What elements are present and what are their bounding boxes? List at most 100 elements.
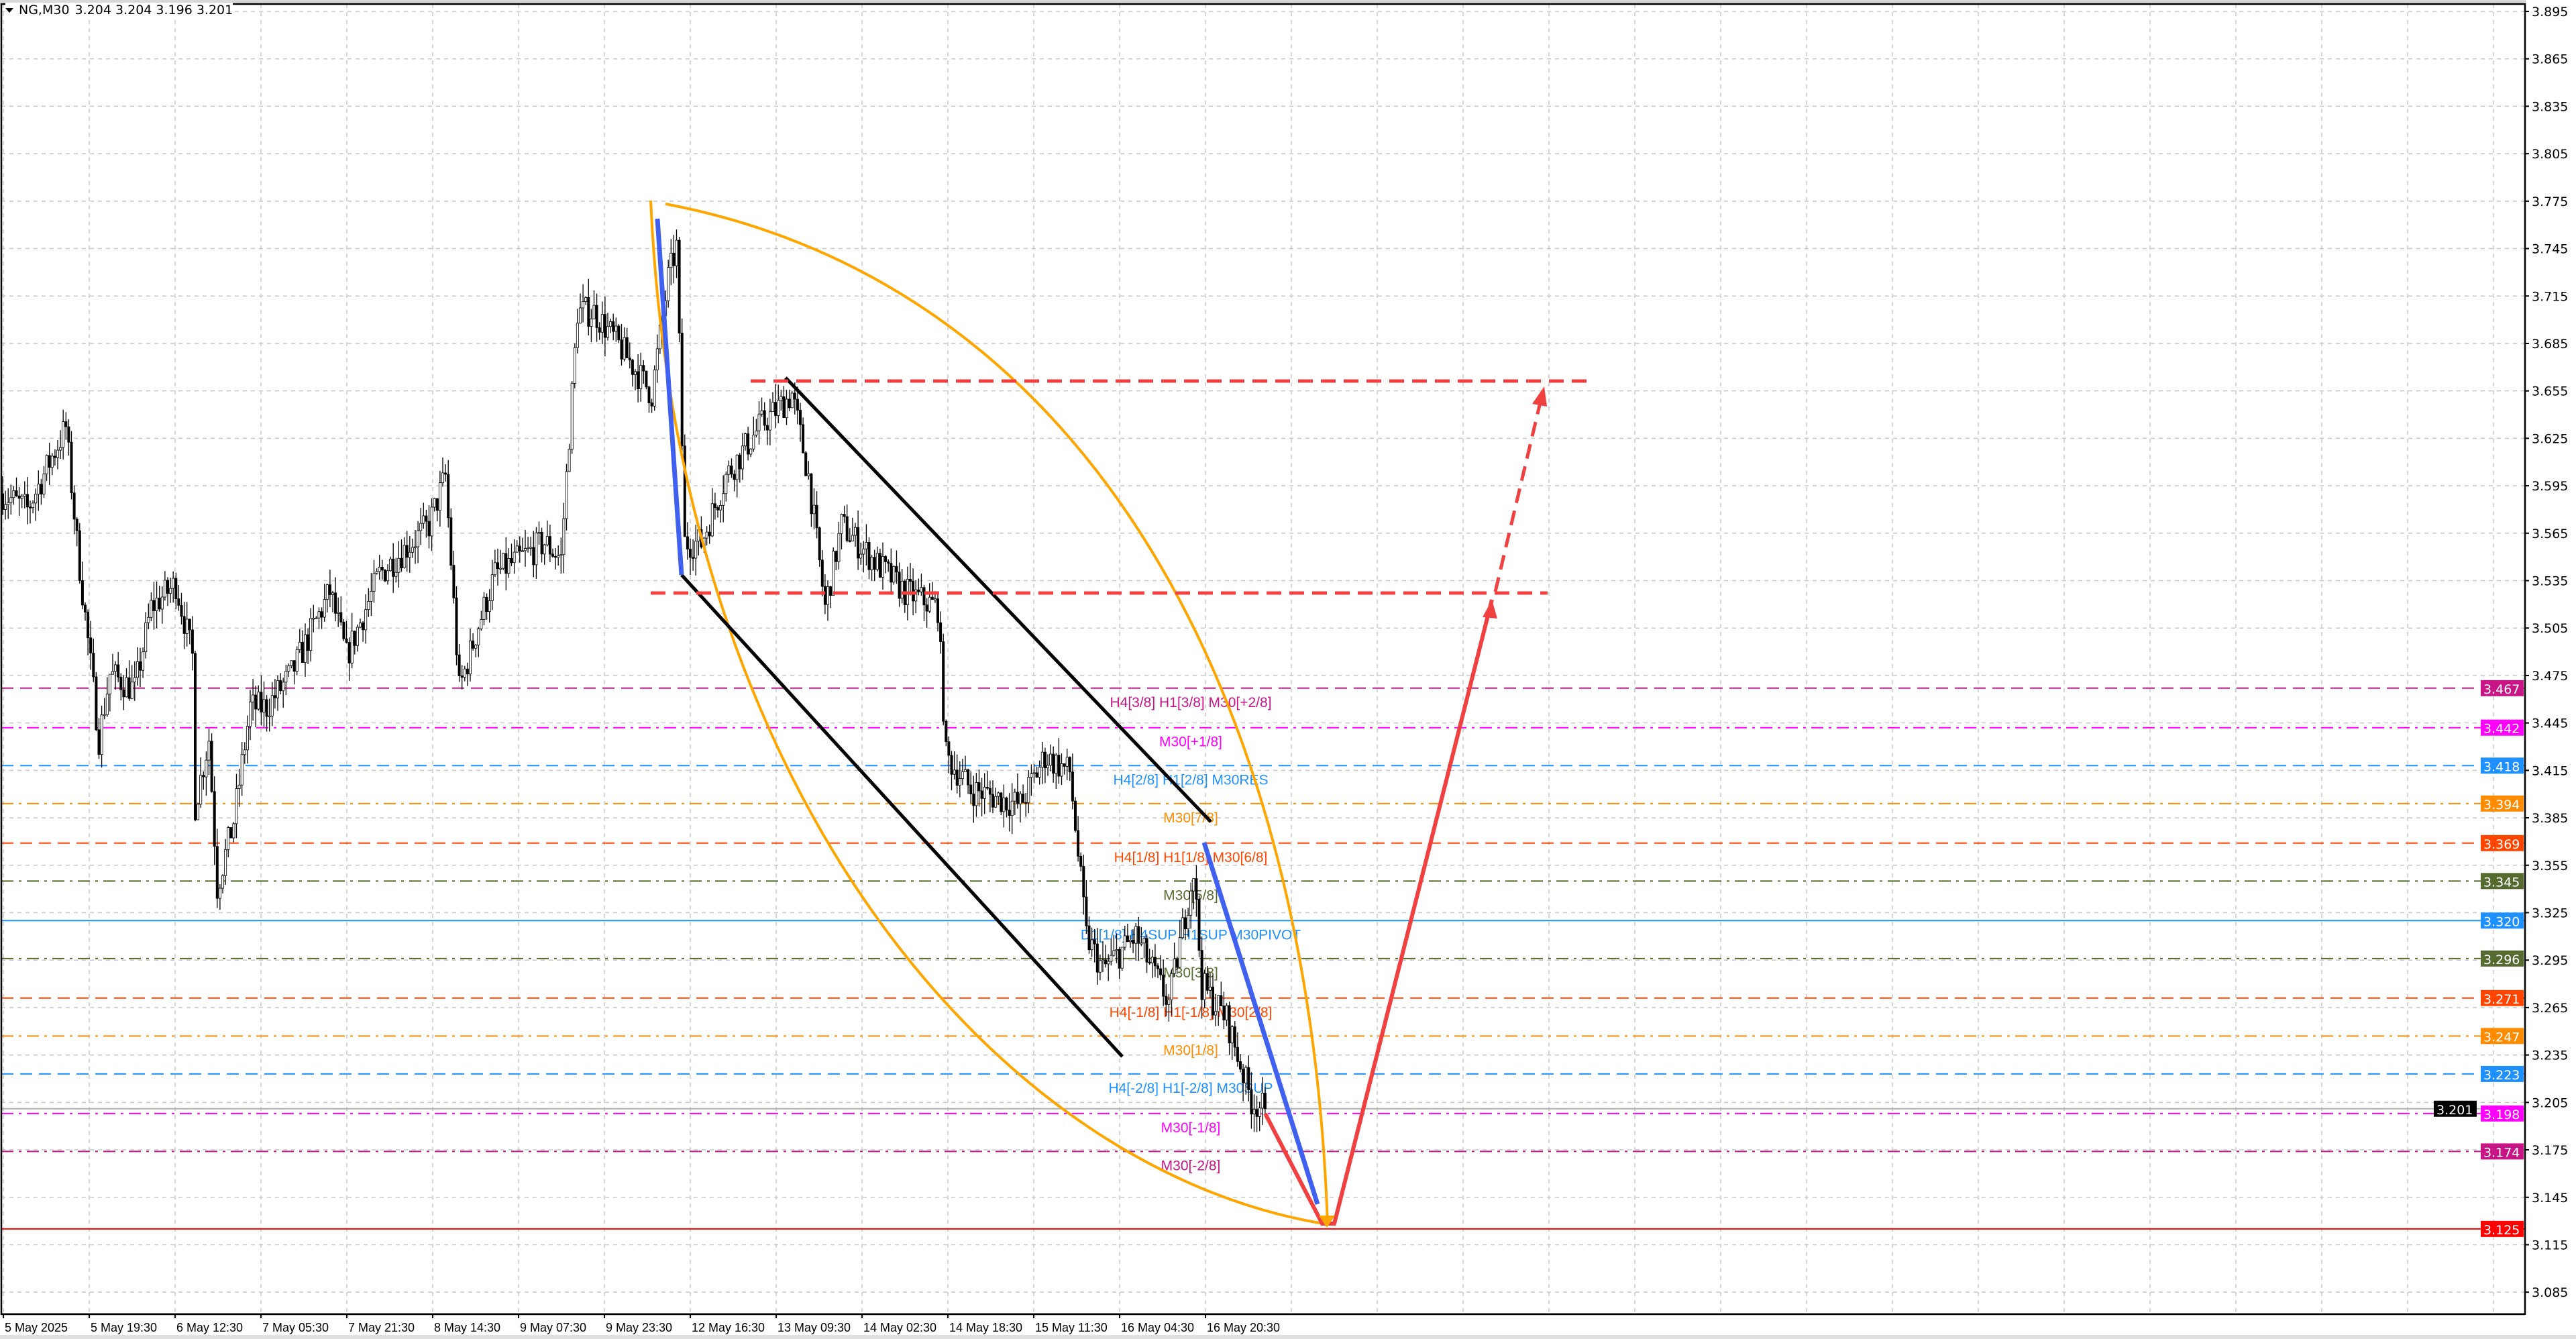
- candle-bearish: [342, 621, 345, 639]
- candle-bullish: [570, 382, 574, 450]
- candle-bearish: [17, 495, 21, 499]
- candle-bullish: [862, 548, 865, 555]
- current-price-tag-text: 3.201: [2436, 1103, 2473, 1118]
- candle-bearish: [301, 641, 304, 663]
- candle-bearish: [64, 421, 68, 427]
- candle-bullish: [199, 775, 203, 805]
- candle-bearish: [909, 578, 912, 582]
- candle-bullish: [771, 402, 775, 413]
- candle-bearish: [1052, 753, 1055, 774]
- price-tick-label: 3.595: [2532, 479, 2568, 494]
- candle-bullish: [752, 435, 755, 449]
- candle-bearish: [254, 694, 258, 710]
- candle-bearish: [980, 790, 983, 799]
- chart-title: NG,M30 3.204 3.204 3.196 3.201: [5, 3, 233, 17]
- candle-bullish: [900, 580, 904, 599]
- candle-bearish: [138, 661, 142, 671]
- candle-bullish: [477, 628, 480, 645]
- candle-bullish: [309, 618, 313, 651]
- candle-bearish: [680, 333, 684, 447]
- candle-bullish: [562, 518, 566, 555]
- candle-bearish: [945, 720, 948, 743]
- candle-bearish: [320, 611, 323, 618]
- collapse-triangle-icon[interactable]: [5, 7, 13, 13]
- level-price-tag-text: 3.174: [2483, 1145, 2520, 1160]
- candle-bearish: [40, 484, 43, 494]
- candle-bearish: [955, 769, 959, 786]
- level-price-tag-text: 3.394: [2483, 798, 2520, 812]
- candle-bearish: [166, 580, 169, 594]
- candle-bullish: [1187, 914, 1190, 929]
- candle-bullish: [480, 619, 483, 629]
- level-price-tag: [2481, 835, 2524, 851]
- candle-bullish: [499, 568, 502, 570]
- level-price-tag: [2481, 1143, 2524, 1160]
- candle-bearish: [977, 782, 981, 792]
- candle-bearish: [1195, 878, 1198, 900]
- candle-bearish: [930, 596, 934, 600]
- price-tick-label: 3.805: [2532, 147, 2568, 162]
- candle-bearish: [1153, 957, 1157, 967]
- candle-bearish: [683, 445, 686, 537]
- candle-bullish: [142, 651, 145, 671]
- candle-bearish: [452, 565, 455, 598]
- candle-bearish: [15, 490, 18, 496]
- time-tick-label: 13 May 09:30: [777, 1321, 851, 1334]
- candle-bullish: [414, 546, 417, 548]
- candle-bearish: [1197, 898, 1201, 951]
- candle-bullish: [675, 239, 678, 266]
- candle-bearish: [466, 668, 469, 675]
- candle-bullish: [1032, 772, 1036, 774]
- candle-bullish: [408, 551, 411, 558]
- candle-bullish: [1142, 938, 1146, 944]
- candle-bearish: [496, 562, 500, 570]
- candle-bullish: [507, 558, 511, 574]
- arrow-head-icon: [1532, 386, 1547, 407]
- candle-bullish: [34, 494, 38, 504]
- price-tick-label: 3.295: [2532, 953, 2568, 968]
- candle-bullish: [727, 465, 731, 475]
- candle-bullish: [749, 448, 753, 455]
- candle-bearish: [867, 542, 871, 570]
- candle-bearish: [1205, 973, 1209, 991]
- candle-bullish: [125, 677, 128, 698]
- price-tick-label: 3.475: [2532, 669, 2568, 684]
- candle-bullish: [840, 514, 843, 534]
- candle-bearish: [532, 547, 535, 566]
- candle-bearish: [942, 641, 945, 722]
- candle-bearish: [988, 788, 991, 795]
- candle-bullish: [1123, 935, 1126, 948]
- candle-bearish: [1000, 792, 1003, 812]
- candle-bearish: [273, 695, 276, 698]
- candle-bullish: [331, 592, 334, 595]
- channel-upper-line: [784, 376, 1212, 823]
- level-price-tag: [2481, 795, 2524, 812]
- candle-bullish: [474, 645, 478, 649]
- candle-bearish: [774, 402, 777, 416]
- price-tick-label: 3.385: [2532, 811, 2568, 826]
- candle-bearish: [177, 598, 180, 606]
- candle-bearish: [1228, 1005, 1231, 1044]
- candle-bullish: [257, 692, 260, 710]
- candle-bullish: [469, 640, 472, 675]
- price-tick-label: 3.565: [2532, 527, 2568, 541]
- candle-bearish: [1074, 800, 1077, 831]
- candle-bearish: [1157, 965, 1160, 969]
- time-tick-label: 16 May 20:30: [1207, 1321, 1280, 1334]
- candle-bearish: [1175, 959, 1179, 968]
- candle-bearish: [380, 567, 384, 571]
- price-tick-label: 3.865: [2532, 52, 2568, 67]
- candle-bearish: [210, 741, 213, 792]
- candle-bearish: [1068, 757, 1071, 773]
- candle-bearish: [985, 787, 989, 789]
- candle-bullish: [565, 471, 568, 519]
- level-price-tag-text: 3.345: [2483, 875, 2520, 890]
- level-price-tag: [2481, 719, 2524, 736]
- candle-bearish: [873, 557, 876, 570]
- candle-bullish: [837, 533, 841, 562]
- candle-bearish: [765, 425, 769, 431]
- time-tick-label: 9 May 23:30: [606, 1321, 672, 1334]
- candle-bearish: [1093, 939, 1096, 945]
- candle-bullish: [760, 410, 763, 415]
